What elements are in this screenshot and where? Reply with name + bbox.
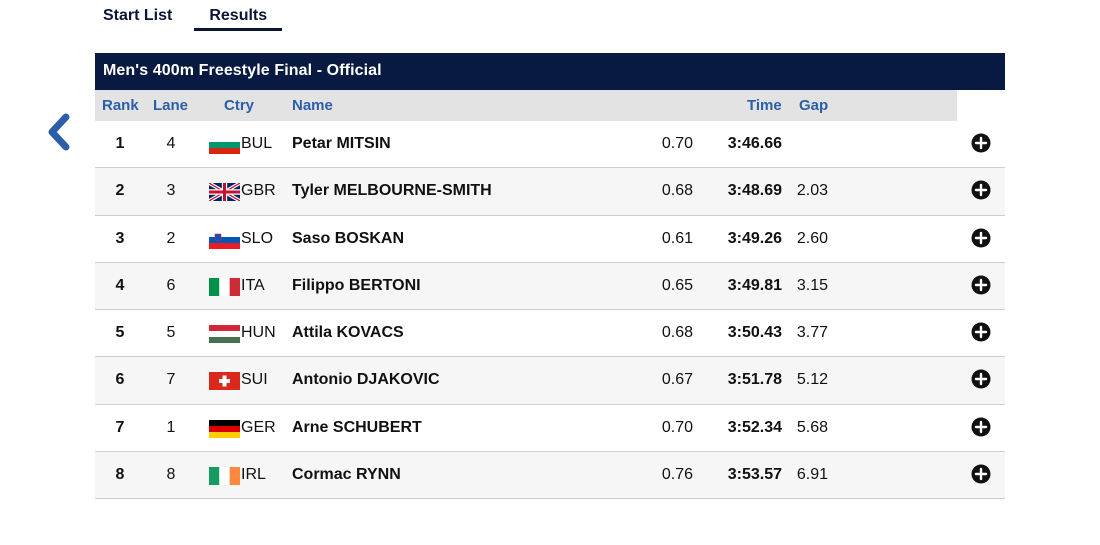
rank-cell: 1 (115, 135, 125, 152)
time-cell: 3:46.66 (727, 135, 782, 152)
rank-cell: 4 (115, 276, 125, 294)
time-cell: 3:48.69 (727, 182, 782, 200)
table-row: 7 1 GER Arne SCHUBERT 0.70 3:52.34 5.68 (95, 405, 1005, 453)
lane-cell: 5 (166, 324, 176, 342)
rank-cell: 6 (115, 371, 125, 389)
athlete-name: Tyler MELBOURNE-SMITH (292, 182, 492, 200)
lane-cell: 4 (166, 135, 176, 152)
lane-cell: 6 (166, 276, 176, 294)
gap-cell: 5.12 (796, 371, 828, 389)
athlete-name: Cormac RYNN (292, 466, 401, 484)
col-gap-header: Gap (799, 97, 829, 114)
flag-icon (209, 277, 240, 296)
table-row: 8 8 IRL Cormac RYNN 0.76 3:53.57 6.91 (95, 452, 1005, 500)
col-ctry-header: Ctry (224, 97, 255, 114)
reaction-time-cell: 0.68 (661, 324, 693, 342)
expand-plus-icon[interactable] (971, 228, 991, 248)
gap-cell: 2.60 (796, 229, 828, 247)
rank-cell: 3 (115, 229, 125, 247)
event-title: Men's 400m Freestyle Final - Official (95, 53, 1005, 90)
expand-plus-icon[interactable] (971, 464, 991, 484)
reaction-time-cell: 0.68 (661, 182, 693, 200)
flag-icon (209, 372, 240, 391)
country-cell: IRL (241, 466, 266, 484)
table-row: 3 2 SLO Saso BOSKAN 0.61 3:49.26 2.60 (95, 216, 1005, 263)
country-cell: GBR (241, 182, 276, 200)
athlete-name: Saso BOSKAN (292, 229, 405, 247)
table-header: Rank Lane Ctry Name Time Gap (95, 90, 957, 121)
tab-results[interactable]: Results (194, 0, 283, 31)
lane-cell: 1 (166, 418, 176, 436)
athlete-name: Filippo BERTONI (292, 276, 421, 294)
table-row: 6 7 SUI Antonio DJAKOVIC 0.67 3:51.78 5.12 (95, 357, 1005, 405)
lane-cell: 7 (166, 371, 176, 389)
time-cell: 3:50.43 (727, 324, 782, 342)
flag-icon (209, 136, 240, 154)
gap-cell: 2.03 (796, 182, 828, 200)
gap-cell: 5.68 (796, 418, 828, 436)
country-cell: GER (241, 418, 276, 436)
country-cell: ITA (241, 276, 265, 294)
col-name-header: Name (292, 97, 333, 114)
flag-icon (209, 230, 240, 249)
reaction-time-cell: 0.70 (661, 418, 693, 436)
time-cell: 3:49.26 (727, 229, 782, 247)
flag-icon (209, 325, 240, 344)
athlete-name: Arne SCHUBERT (292, 418, 422, 436)
gap-cell: 6.91 (796, 466, 828, 484)
tab-bar: Start List Results (95, 0, 296, 31)
results-panel: Men's 400m Freestyle Final - Official Ra… (95, 53, 1005, 500)
col-rank-header: Rank (102, 97, 139, 114)
table-row: 4 6 ITA Filippo BERTONI 0.65 3:49.81 3.15 (95, 262, 1005, 311)
rank-cell: 7 (115, 418, 125, 436)
lane-cell: 2 (166, 229, 176, 247)
athlete-name: Attila KOVACS (292, 324, 404, 342)
expand-plus-icon[interactable] (971, 133, 991, 153)
reaction-time-cell: 0.67 (661, 371, 693, 389)
lane-cell: 3 (166, 182, 176, 200)
country-cell: SUI (241, 371, 268, 389)
table-row: 5 5 HUN Attila KOVACS 0.68 3:50.43 3.77 (95, 310, 1005, 358)
gap-cell: 3.15 (796, 276, 828, 294)
flag-icon (209, 419, 240, 438)
time-cell: 3:53.57 (727, 466, 782, 484)
flag-icon (209, 183, 240, 202)
table-row: 1 4 BUL Petar MITSIN 0.70 3:46.66 (95, 121, 1005, 169)
reaction-time-cell: 0.65 (661, 276, 693, 294)
expand-plus-icon[interactable] (971, 275, 991, 295)
expand-plus-icon[interactable] (971, 369, 991, 389)
country-cell: BUL (241, 135, 273, 152)
time-cell: 3:52.34 (727, 418, 782, 436)
back-chevron-icon[interactable] (44, 112, 74, 152)
rank-cell: 2 (115, 182, 125, 200)
tab-start-list[interactable]: Start List (103, 7, 173, 24)
col-lane-header: Lane (153, 97, 189, 114)
athlete-name: Antonio DJAKOVIC (292, 371, 440, 389)
reaction-time-cell: 0.70 (661, 135, 693, 152)
expand-plus-icon[interactable] (971, 417, 991, 437)
table-row: 2 3 GBR Tyler MELBOURNE-SMITH 0.68 3:48.69 2.0… (95, 168, 1005, 216)
table-body: 1 4 BUL Petar MITSIN 0.70 3:46.66 2 3 GBR Tyler M… (95, 121, 1005, 500)
country-cell: HUN (241, 324, 276, 342)
rank-cell: 8 (115, 466, 125, 484)
time-cell: 3:51.78 (727, 371, 782, 389)
reaction-time-cell: 0.61 (661, 229, 693, 247)
time-cell: 3:49.81 (727, 276, 782, 294)
lane-cell: 8 (166, 466, 176, 484)
expand-plus-icon[interactable] (971, 180, 991, 200)
flag-icon (209, 467, 240, 486)
expand-plus-icon[interactable] (971, 322, 991, 342)
gap-cell: 3.77 (796, 324, 828, 342)
reaction-time-cell: 0.76 (661, 466, 693, 484)
country-cell: SLO (241, 229, 274, 247)
rank-cell: 5 (115, 324, 125, 342)
col-time-header: Time (747, 97, 782, 114)
athlete-name: Petar MITSIN (292, 135, 391, 152)
